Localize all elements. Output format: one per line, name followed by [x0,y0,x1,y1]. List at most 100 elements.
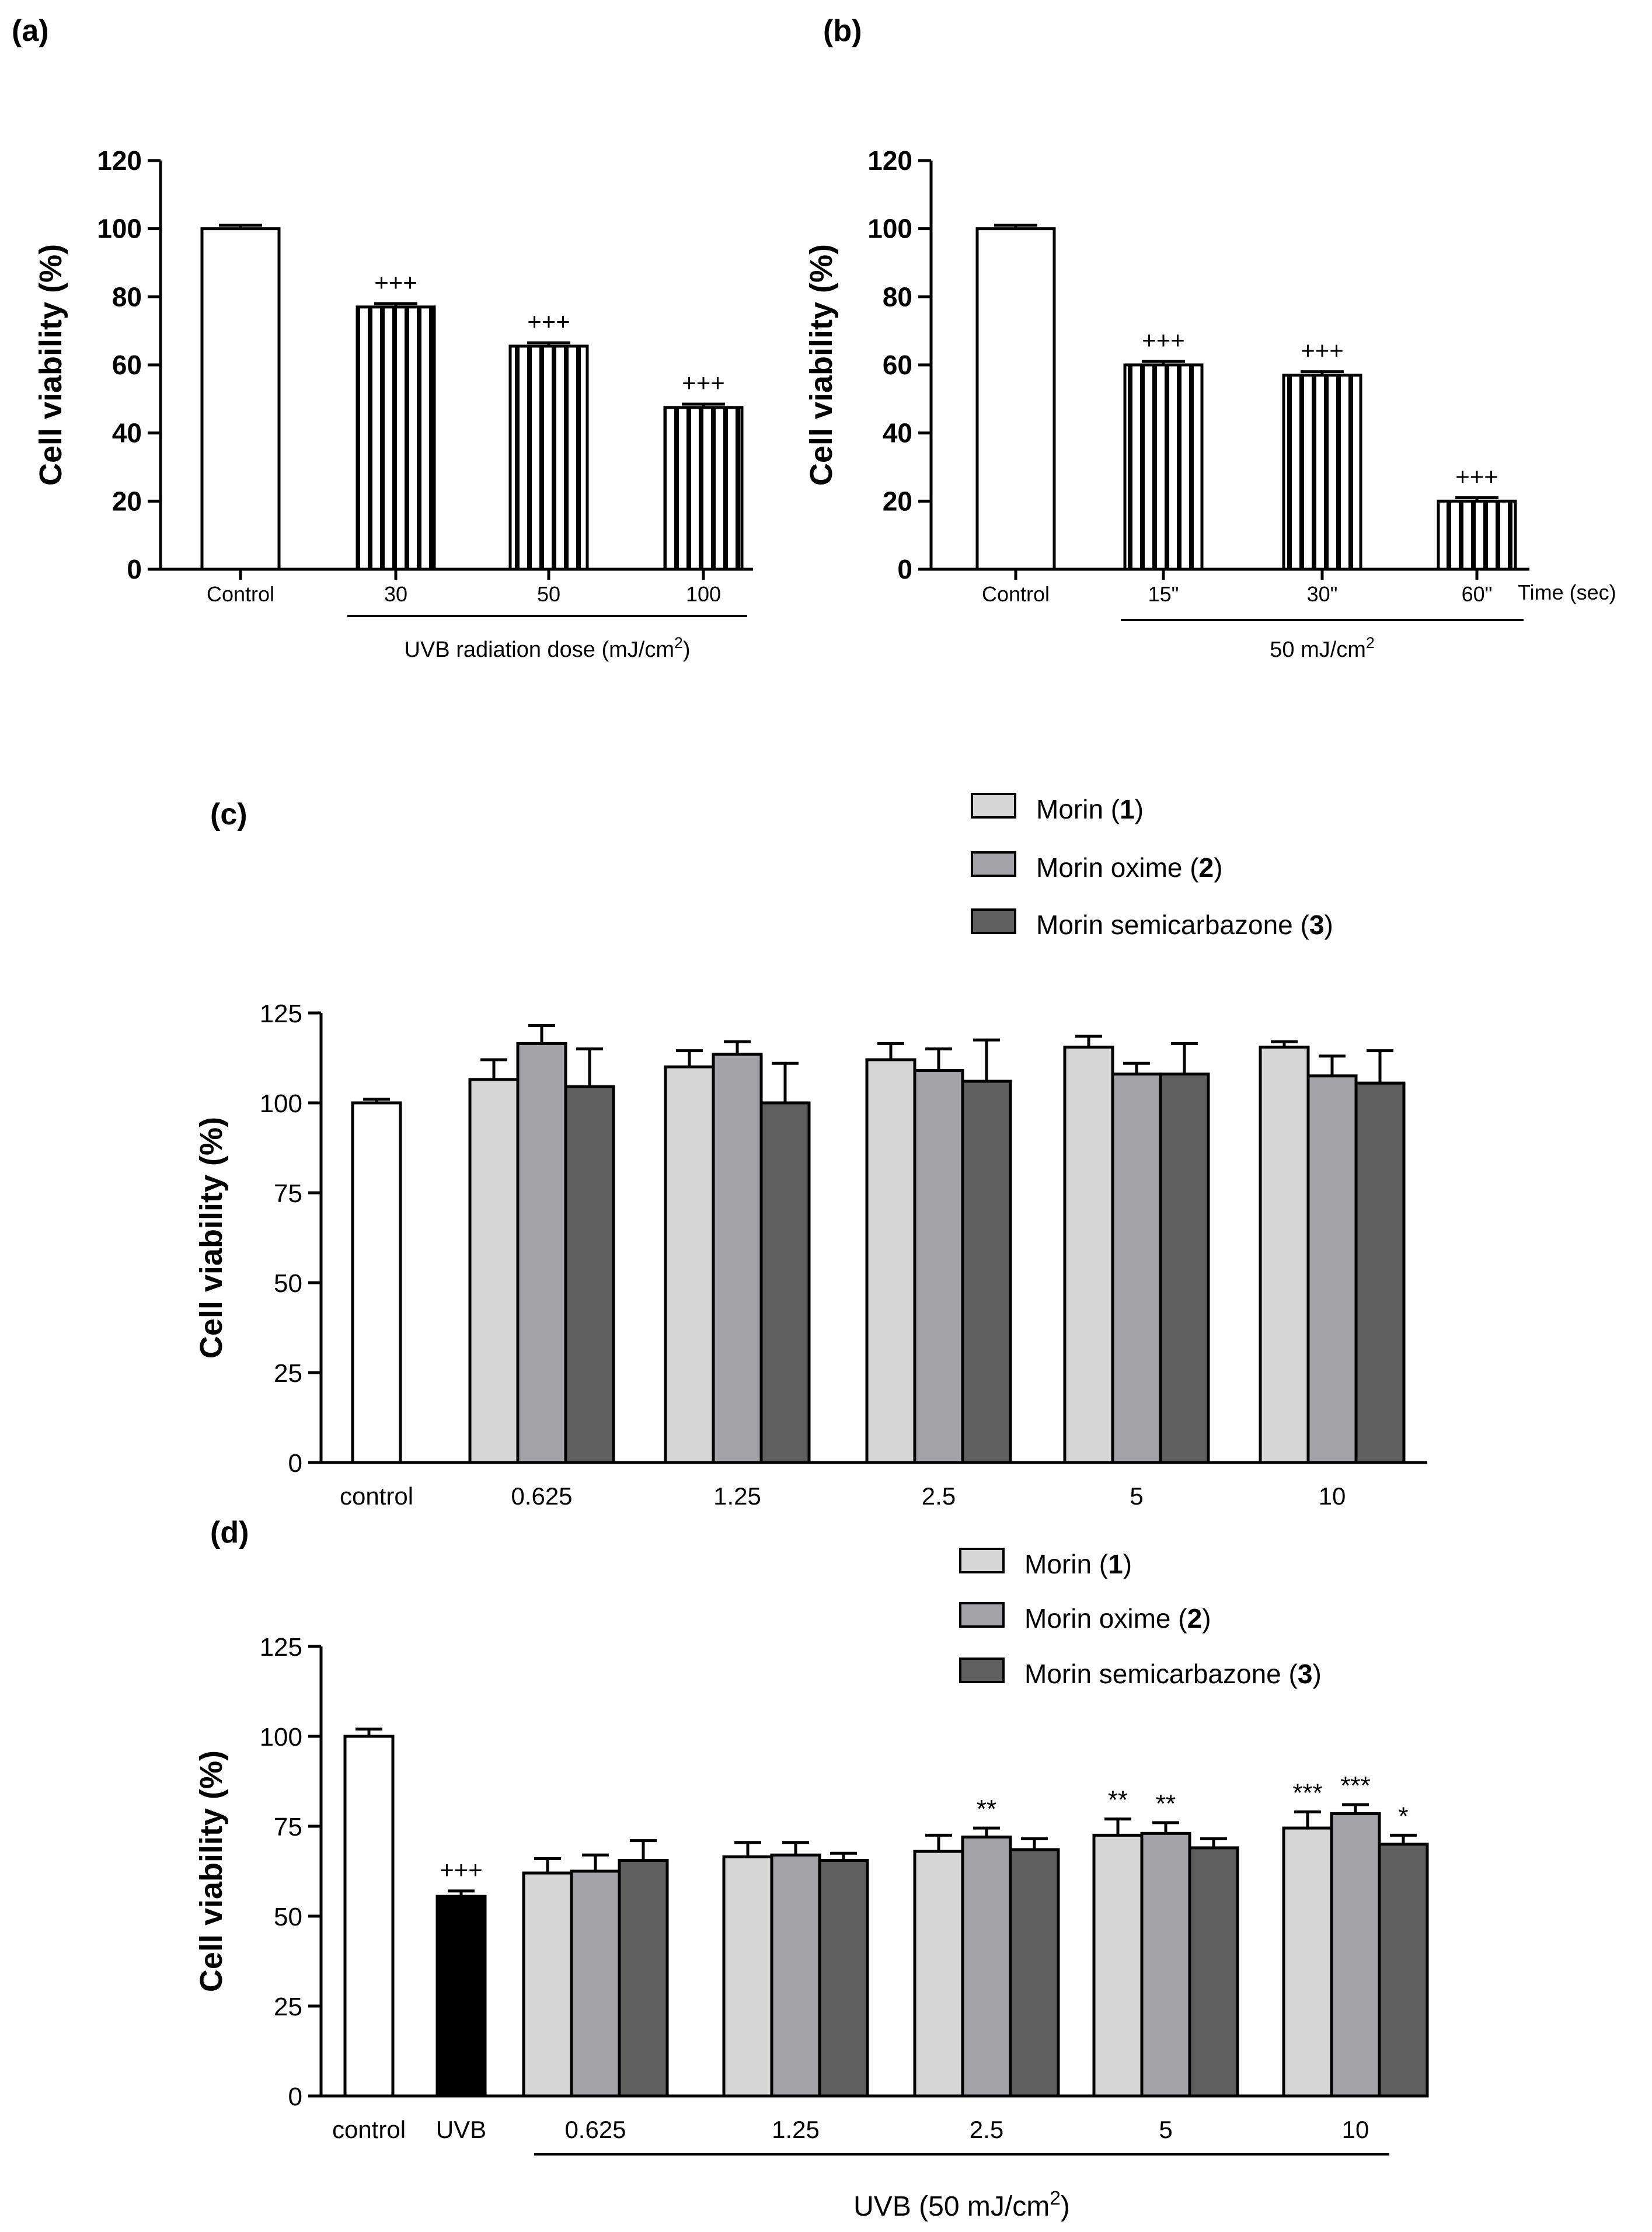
panel-a-x-tick-label: 100 [686,582,721,606]
panel-a-bar-1 [356,305,436,571]
panel-d-annotation-10-series-2: * [1398,1802,1408,1830]
panel-d-uvb-label: UVB [436,2116,486,2143]
panel-b-bar-1 [1123,363,1204,571]
panel-d: (d) Morin (1) Morin oxime (2) Morin semica… [194,1516,1429,2222]
panel-c-legend-label-1: Morin oxime (2) [1036,852,1223,883]
panel-d-uvb-bar [435,1895,487,2098]
panel-b-x-tick-label: 30" [1307,582,1338,606]
panel-c-x-tick-label: 0.625 [511,1482,572,1510]
panel-d-x-tick-label: 1.25 [772,2116,820,2143]
panel-a-bar-0 [200,227,281,571]
panel-c-bar-2.5-series-2 [961,1080,1012,1464]
panel-c-bar-1.25-series-0 [664,1065,715,1464]
panel-d-group-label: UVB (50 mJ/cm2) [853,2188,1070,2222]
panel-d-bar-10-series-2 [1378,1843,1429,2098]
panel-d-annotation-5-series-1: ** [1156,1789,1176,1818]
panel-d-bar-2.5-series-1 [961,1835,1012,2098]
panel-c-bar-2.5-series-0 [865,1058,916,1464]
panel-b-label: (b) [823,14,862,48]
panel-b-x-unit-label: Time (sec) [1518,580,1616,604]
panel-d-legend-label-1: Morin oxime (2) [1024,1603,1211,1634]
panel-b: (b) 0 20 40 60 80 100 120 Cell viability (%) Con… [804,14,1616,662]
panel-d-bar-1.25-series-0 [722,1855,773,2098]
panel-d-bar-5-series-2 [1188,1846,1239,2098]
panel-c-control-label: control [340,1482,413,1510]
panel-d-bar-1.25-series-2 [818,1859,869,2098]
panel-d-y-tick-label: 75 [274,1813,302,1841]
panel-c-legend-swatch-2 [971,908,1016,934]
panel-d-bar-0.625-series-0 [522,1871,573,2098]
panel-d-legend-swatch-1 [959,1602,1005,1628]
panel-c-x-tick-label: 10 [1319,1482,1346,1510]
panel-d-plot: 0 25 50 75 100 125 Cell viability (%) control UV… [194,1633,1429,2222]
panel-c-y-tick-label: 125 [260,1000,302,1028]
panel-d-bar-0.625-series-1 [570,1869,621,2098]
panel-d-y-tick-label: 25 [274,1993,302,2021]
panel-d-control-label: control [332,2116,406,2143]
panel-c-y-tick-label: 0 [288,1449,302,1478]
panel-b-y-tick-label: 20 [883,486,912,516]
panel-b-y-tick-label: 60 [883,350,912,380]
panel-d-bar-2.5-series-2 [1009,1848,1060,2098]
panel-b-y-tick-label: 0 [897,554,912,584]
panel-d-label: (d) [210,1516,249,1549]
panel-d-y-tick-label: 50 [274,1903,302,1931]
panel-a-bar-2 [508,344,589,571]
panel-a-annotation-3: +++ [682,369,725,396]
panel-d-annotation-10-series-1: *** [1340,1771,1370,1800]
panel-c-bar-0.625-series-2 [564,1085,615,1464]
panel-d-annotation-5-series-0: ** [1108,1786,1128,1815]
panel-d-x-tick-label: 2.5 [970,2116,1003,2143]
panel-d-x-tick-label: 10 [1342,2116,1369,2143]
panel-d-bar-5-series-1 [1140,1831,1191,2098]
panel-d-legend: Morin (1) Morin oxime (2) Morin semicarbaz… [959,1548,1322,1689]
panel-a-x-tick-label: 30 [384,582,407,606]
panel-b-y-axis-title: Cell viability (%) [804,244,839,486]
panel-a-y-tick-label: 40 [112,418,142,448]
panel-d-control-bar [343,1735,395,2098]
panel-d-bar-2.5-series-0 [913,1850,964,2098]
panel-d-x-tick-label: 0.625 [564,2116,626,2143]
panel-a-y-tick-label: 0 [127,554,142,584]
panel-a: (a) 0 20 40 60 80 100 120 Cell viability (%) Con… [12,14,753,662]
panel-b-annotation-3: +++ [1455,463,1498,490]
panel-d-uvb-annotation: +++ [440,1856,483,1883]
panel-d-bar-10-series-0 [1282,1826,1333,2098]
panel-c-legend-label-2: Morin semicarbazone (3) [1036,910,1333,940]
panel-a-y-tick-label: 100 [97,214,142,244]
panel-c-plot: 0 25 50 75 100 125 Cell viability (%) control 0.… [194,1000,1427,1510]
panel-c-bar-2.5-series-1 [913,1069,964,1464]
panel-c-bar-10-series-1 [1306,1074,1358,1464]
panel-b-x-tick-label: 60" [1462,582,1493,606]
panel-a-group-label: UVB radiation dose (mJ/cm2) [405,634,691,662]
panel-d-bar-5-series-0 [1092,1833,1144,2098]
panel-b-y-tick-label: 40 [883,418,912,448]
panel-d-bar-1.25-series-1 [770,1853,821,2098]
panel-a-plot: 0 20 40 60 80 100 120 Cell viability (%) Control… [33,145,753,662]
panel-c-y-tick-label: 25 [274,1359,302,1388]
panel-c-bar-5-series-1 [1111,1073,1162,1464]
panel-c-bar-10-series-2 [1354,1081,1406,1464]
panel-a-bar-3 [663,406,744,571]
panel-d-legend-swatch-2 [959,1658,1005,1683]
panel-b-plot: 0 20 40 60 80 100 120 Cell viability (%) Control… [804,145,1616,662]
panel-a-y-tick-label: 60 [112,350,142,380]
panel-d-legend-label-2: Morin semicarbazone (3) [1024,1659,1322,1689]
panel-c-bar-1.25-series-1 [712,1053,763,1464]
panel-d-annotation-10-series-0: *** [1292,1778,1322,1807]
panel-c-x-tick-label: 5 [1130,1482,1143,1510]
panel-b-y-tick-label: 120 [867,145,912,176]
panel-b-annotation-2: +++ [1301,337,1344,364]
panel-c-legend: Morin (1) Morin oxime (2) Morin semicarbaz… [971,793,1333,940]
panel-a-x-tick-label: Control [207,582,274,606]
panel-b-bar-0 [975,227,1056,571]
panel-b-y-tick-label: 80 [883,281,912,312]
panel-c-y-tick-label: 100 [260,1089,302,1118]
panel-c-legend-swatch-0 [971,793,1016,819]
panel-a-label: (a) [12,14,49,48]
panel-d-bar-10-series-1 [1330,1812,1381,2098]
panel-d-y-axis-title: Cell viability (%) [194,1750,229,1992]
panel-c-control-bar [351,1101,402,1464]
panel-a-y-tick-label: 20 [112,486,142,516]
